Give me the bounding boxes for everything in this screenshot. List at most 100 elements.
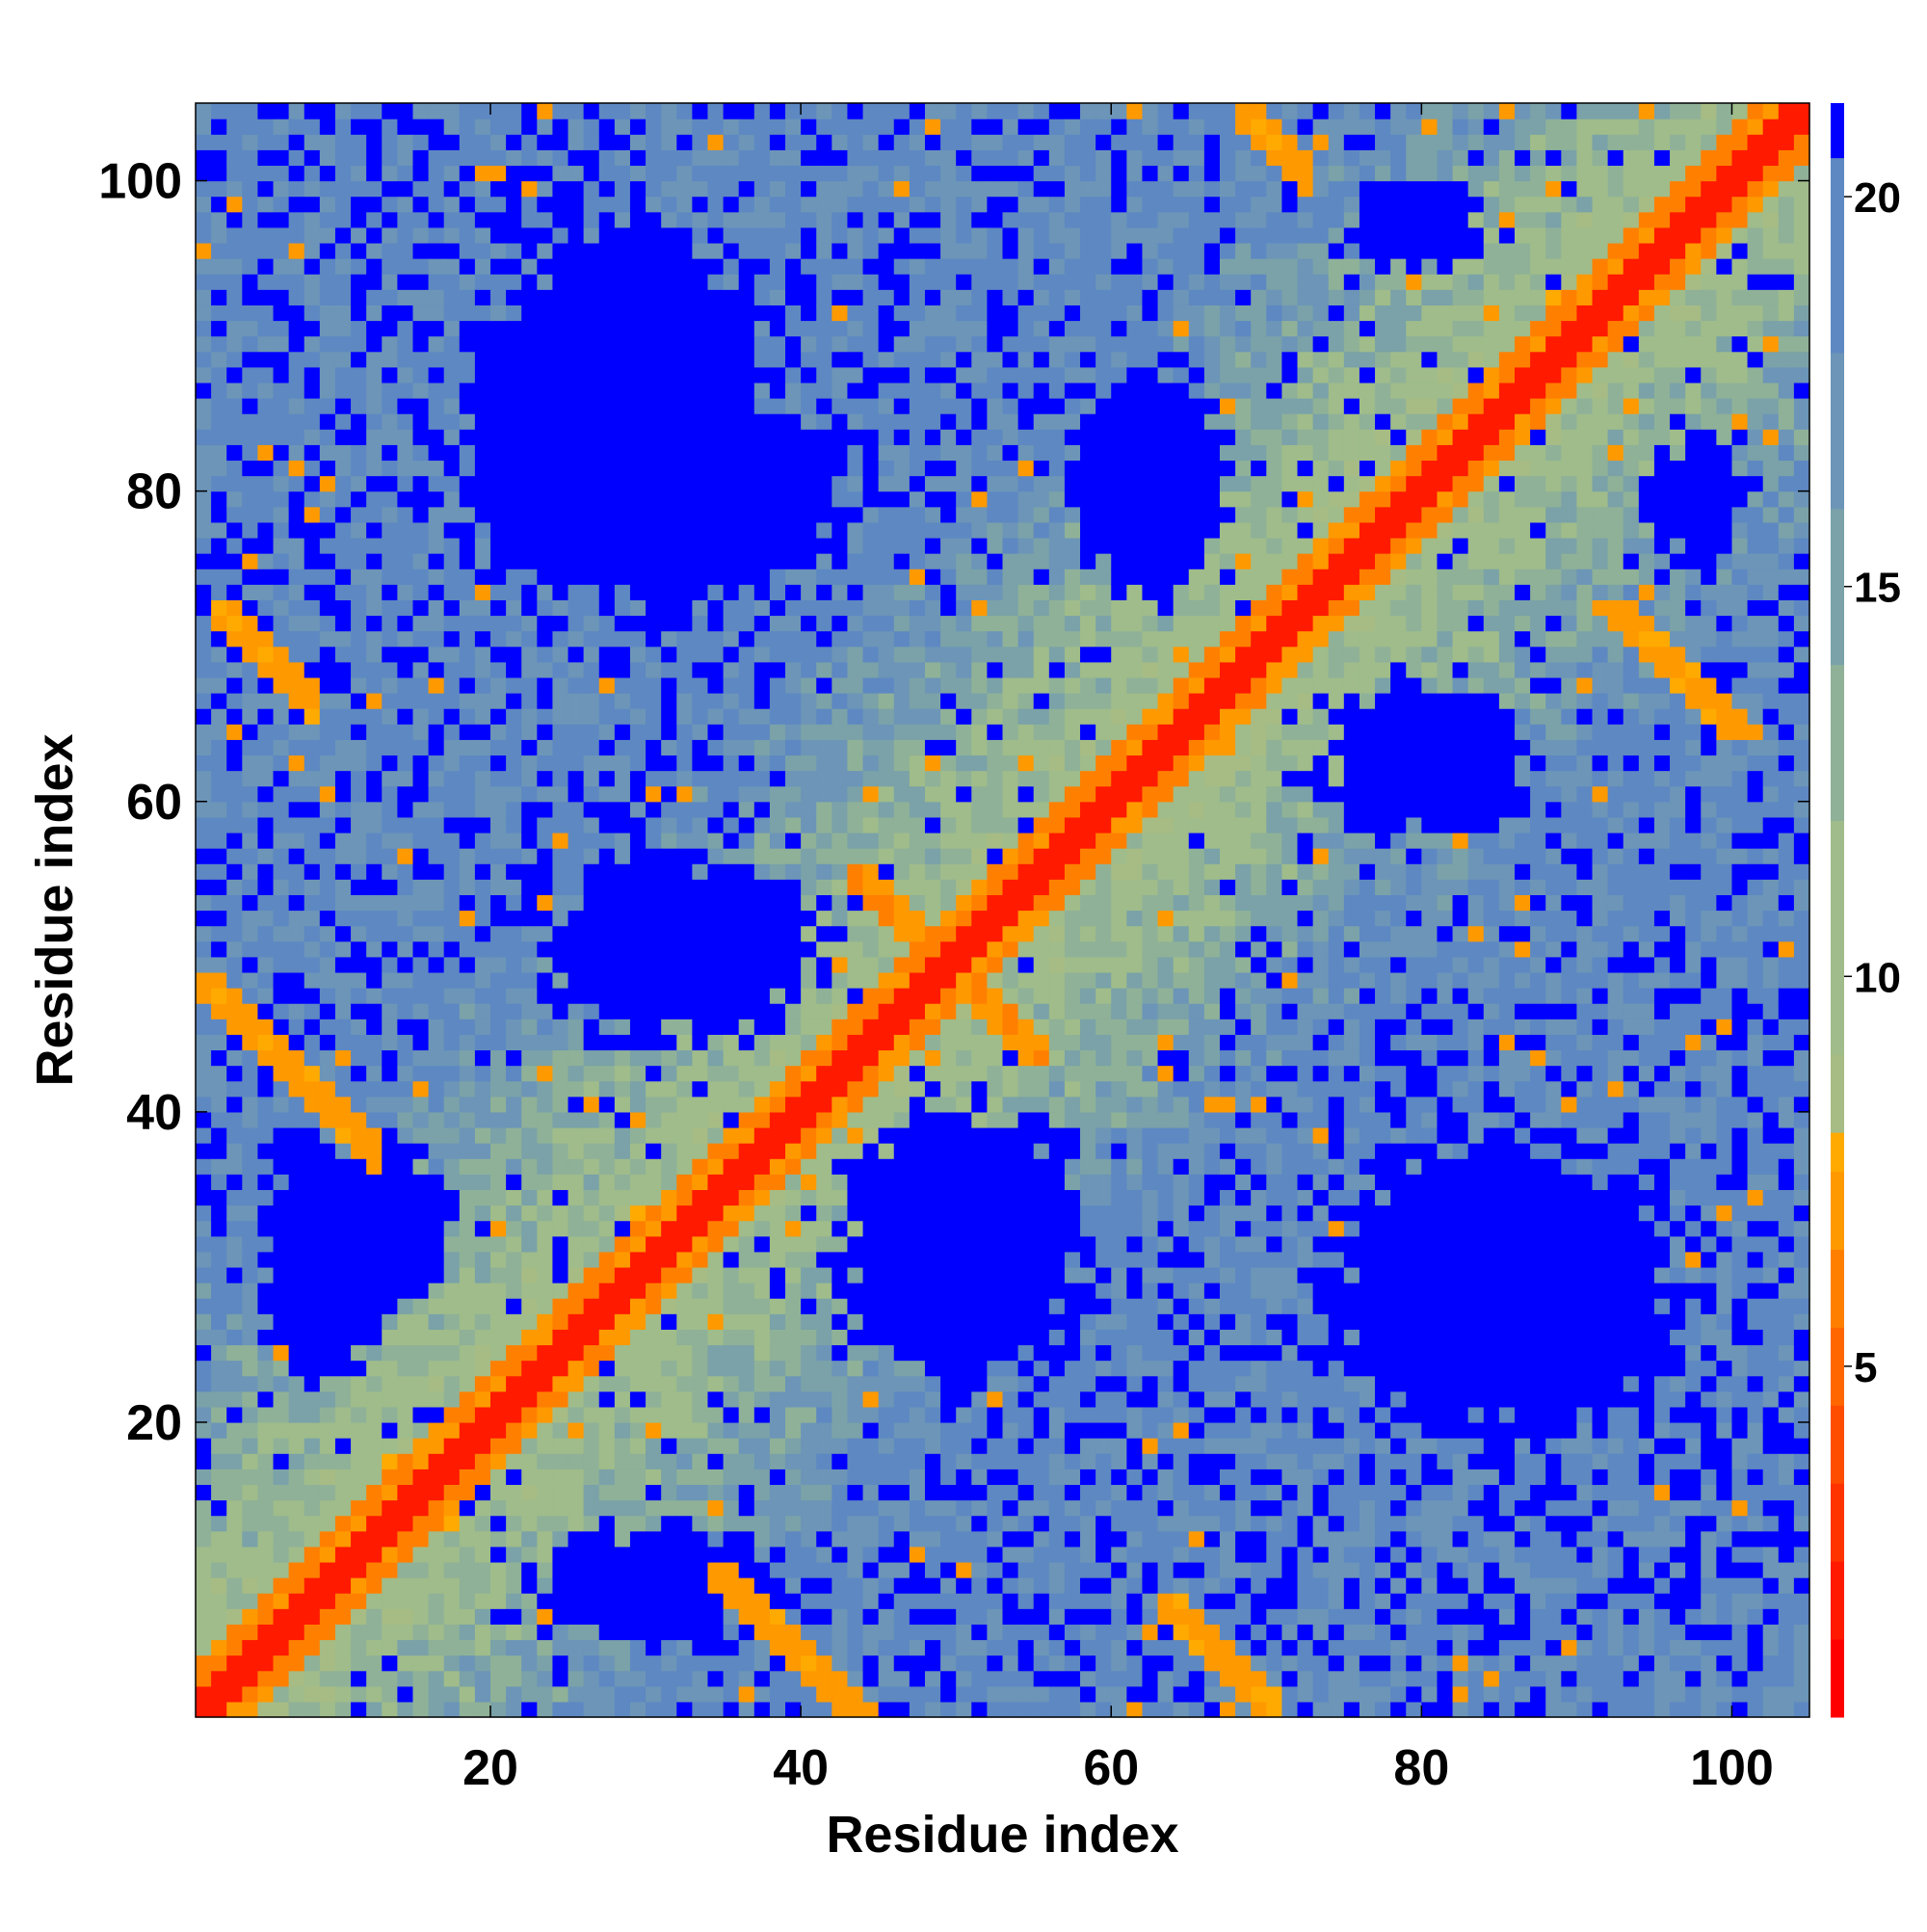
heatmap-cell [801,1561,817,1578]
heatmap-cell [924,119,941,135]
heatmap-cell [847,832,864,849]
heatmap-cell [629,1313,647,1330]
heatmap-cell [676,1421,693,1439]
heatmap-cell [629,103,647,119]
heatmap-cell [646,119,662,135]
heatmap-cell [242,816,259,834]
heatmap-cell [753,1360,771,1377]
heatmap-cell [661,1561,677,1578]
heatmap-cell [692,1189,709,1206]
heatmap-cell [629,553,647,569]
heatmap-cell [304,460,321,477]
heatmap-cell [583,149,600,167]
heatmap-cell [769,708,786,725]
heatmap-cell [319,1406,336,1423]
heatmap-cell [242,1003,259,1019]
heatmap-cell [334,444,352,462]
heatmap-cell [629,925,647,942]
heatmap-cell [196,1003,212,1019]
heatmap-cell [738,1484,755,1501]
heatmap-cell [692,1143,709,1159]
heatmap-cell [738,351,755,368]
heatmap-cell [226,490,243,508]
heatmap-cell [568,1143,585,1159]
heatmap-cell [893,134,911,150]
heatmap-cell [676,1406,693,1423]
heatmap-cell [474,1670,491,1687]
heatmap-cell [661,832,677,849]
heatmap-cell [847,1003,864,1019]
heatmap-cell [288,1530,305,1548]
heatmap-cell [723,103,740,119]
heatmap-cell [196,320,212,337]
heatmap-cell [242,304,259,322]
heatmap-cell [801,196,817,213]
heatmap-cell [847,1438,864,1454]
heatmap-cell [909,335,926,353]
heatmap-cell [629,366,647,384]
heatmap-cell [506,103,522,119]
heatmap-cell [692,460,709,477]
heatmap-cell [629,1034,647,1051]
heatmap-cell [629,693,647,709]
heatmap-cell [242,1421,259,1439]
heatmap-cell [552,398,569,414]
heatmap-cell [707,1049,725,1067]
heatmap-cell [568,304,585,322]
heatmap-cell [474,569,491,585]
heatmap-cell [707,1390,725,1408]
heatmap-cell [753,785,771,803]
heatmap-cell [909,584,926,600]
heatmap-cell [769,103,786,119]
heatmap-cell [552,1608,569,1625]
heatmap-cell [490,1329,507,1346]
heatmap-cell [443,1438,461,1454]
heatmap-cell [397,553,414,569]
heatmap-cell [801,1654,817,1672]
heatmap-cell [288,708,305,725]
heatmap-cell [893,801,911,818]
heatmap-cell [769,1453,786,1469]
heatmap-cell [909,693,926,709]
heatmap-cell [211,1654,227,1672]
heatmap-cell [692,1530,709,1548]
heatmap-cell [459,1204,476,1222]
heatmap-cell [816,785,832,803]
heatmap-cell [397,1421,414,1439]
heatmap-cell [412,196,430,213]
heatmap-cell [459,211,476,228]
heatmap-cell [257,940,275,958]
heatmap-cell [583,832,600,849]
heatmap-cell [428,1654,445,1672]
heatmap-cell [397,1624,414,1641]
heatmap-cell [801,1111,817,1128]
heatmap-cell [537,1515,554,1532]
heatmap-cell [288,910,305,927]
heatmap-cell [459,894,476,912]
heatmap-cell [443,165,461,182]
heatmap-cell [366,1003,383,1019]
heatmap-cell [862,1158,880,1175]
heatmap-cell [412,1390,430,1408]
heatmap-cell [211,584,227,600]
heatmap-cell [816,1670,832,1687]
heatmap-cell [893,274,911,290]
heatmap-cell [583,1390,600,1408]
heatmap-cell [862,506,880,523]
heatmap-cell [304,429,321,445]
heatmap-cell [196,1344,212,1362]
heatmap-cell [785,1329,802,1346]
heatmap-cell [878,1235,895,1253]
heatmap-cell [552,382,569,399]
heatmap-cell [646,1685,662,1703]
heatmap-cell [878,553,895,569]
heatmap-cell [909,506,926,523]
heatmap-cell [319,739,336,756]
heatmap-cell [490,770,507,787]
heatmap-cell [366,584,383,600]
heatmap-cell [273,521,290,539]
heatmap-cell [211,258,227,275]
heatmap-cell [351,553,367,569]
heatmap-cell [738,1298,755,1314]
heatmap-cell [785,211,802,228]
